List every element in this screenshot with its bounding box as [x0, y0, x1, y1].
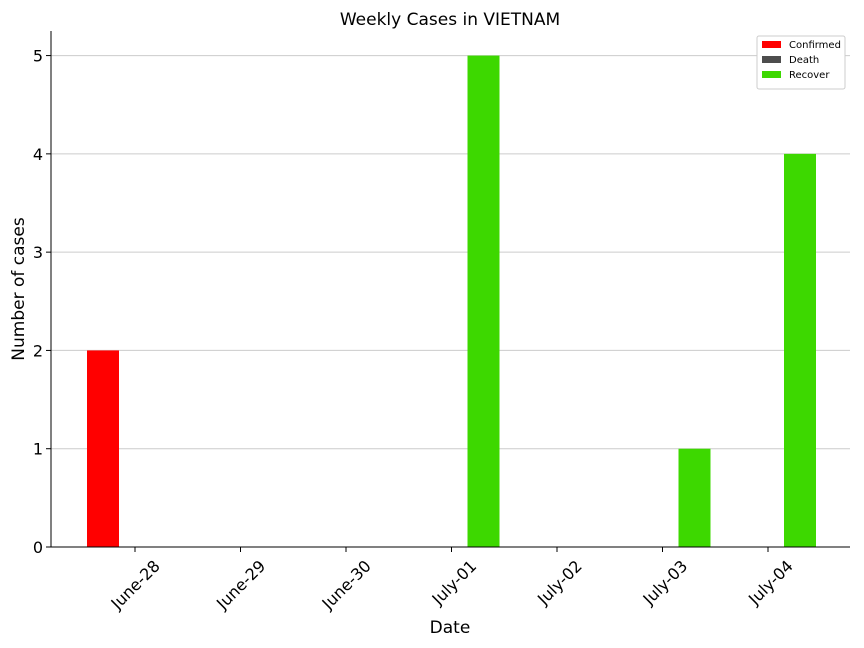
x-tick-label: July-03 [639, 556, 692, 609]
y-tick-label: 1 [33, 440, 43, 459]
bar-recover-5 [678, 448, 711, 547]
bar-recover-3 [467, 55, 500, 547]
x-tick-label: July-01 [428, 556, 481, 609]
y-tick-label: 0 [33, 538, 43, 557]
x-tick-label: July-04 [744, 556, 797, 609]
bar-recover-6 [784, 153, 816, 547]
x-ticks: June-28 June-29 June-30 July-01 July-02 July-… [107, 547, 797, 614]
legend: Confirmed Death Recover [756, 35, 846, 90]
x-tick-label: June-29 [212, 556, 269, 613]
bars [87, 55, 816, 547]
y-tick-label: 5 [33, 47, 43, 66]
legend-swatch-death [762, 56, 781, 63]
legend-label-confirmed: Confirmed [789, 40, 841, 51]
y-tick-label: 3 [33, 243, 43, 262]
legend-label-recover: Recover [789, 70, 830, 81]
bar-confirmed-0 [87, 350, 119, 547]
x-axis-label: Date [430, 618, 471, 638]
y-ticks: 0 1 2 3 4 5 [33, 47, 51, 557]
legend-swatch-confirmed [762, 41, 781, 48]
y-tick-label: 2 [33, 341, 43, 360]
y-axis-label: Number of cases [9, 217, 29, 361]
x-tick-label: July-02 [533, 556, 586, 609]
gridlines [51, 55, 850, 450]
x-tick-label: June-28 [107, 556, 164, 613]
y-tick-label: 4 [33, 145, 43, 164]
legend-label-death: Death [789, 55, 819, 66]
x-tick-label: June-30 [318, 556, 375, 613]
chart-title: Weekly Cases in VIETNAM [340, 10, 560, 30]
legend-swatch-recover [762, 71, 781, 78]
